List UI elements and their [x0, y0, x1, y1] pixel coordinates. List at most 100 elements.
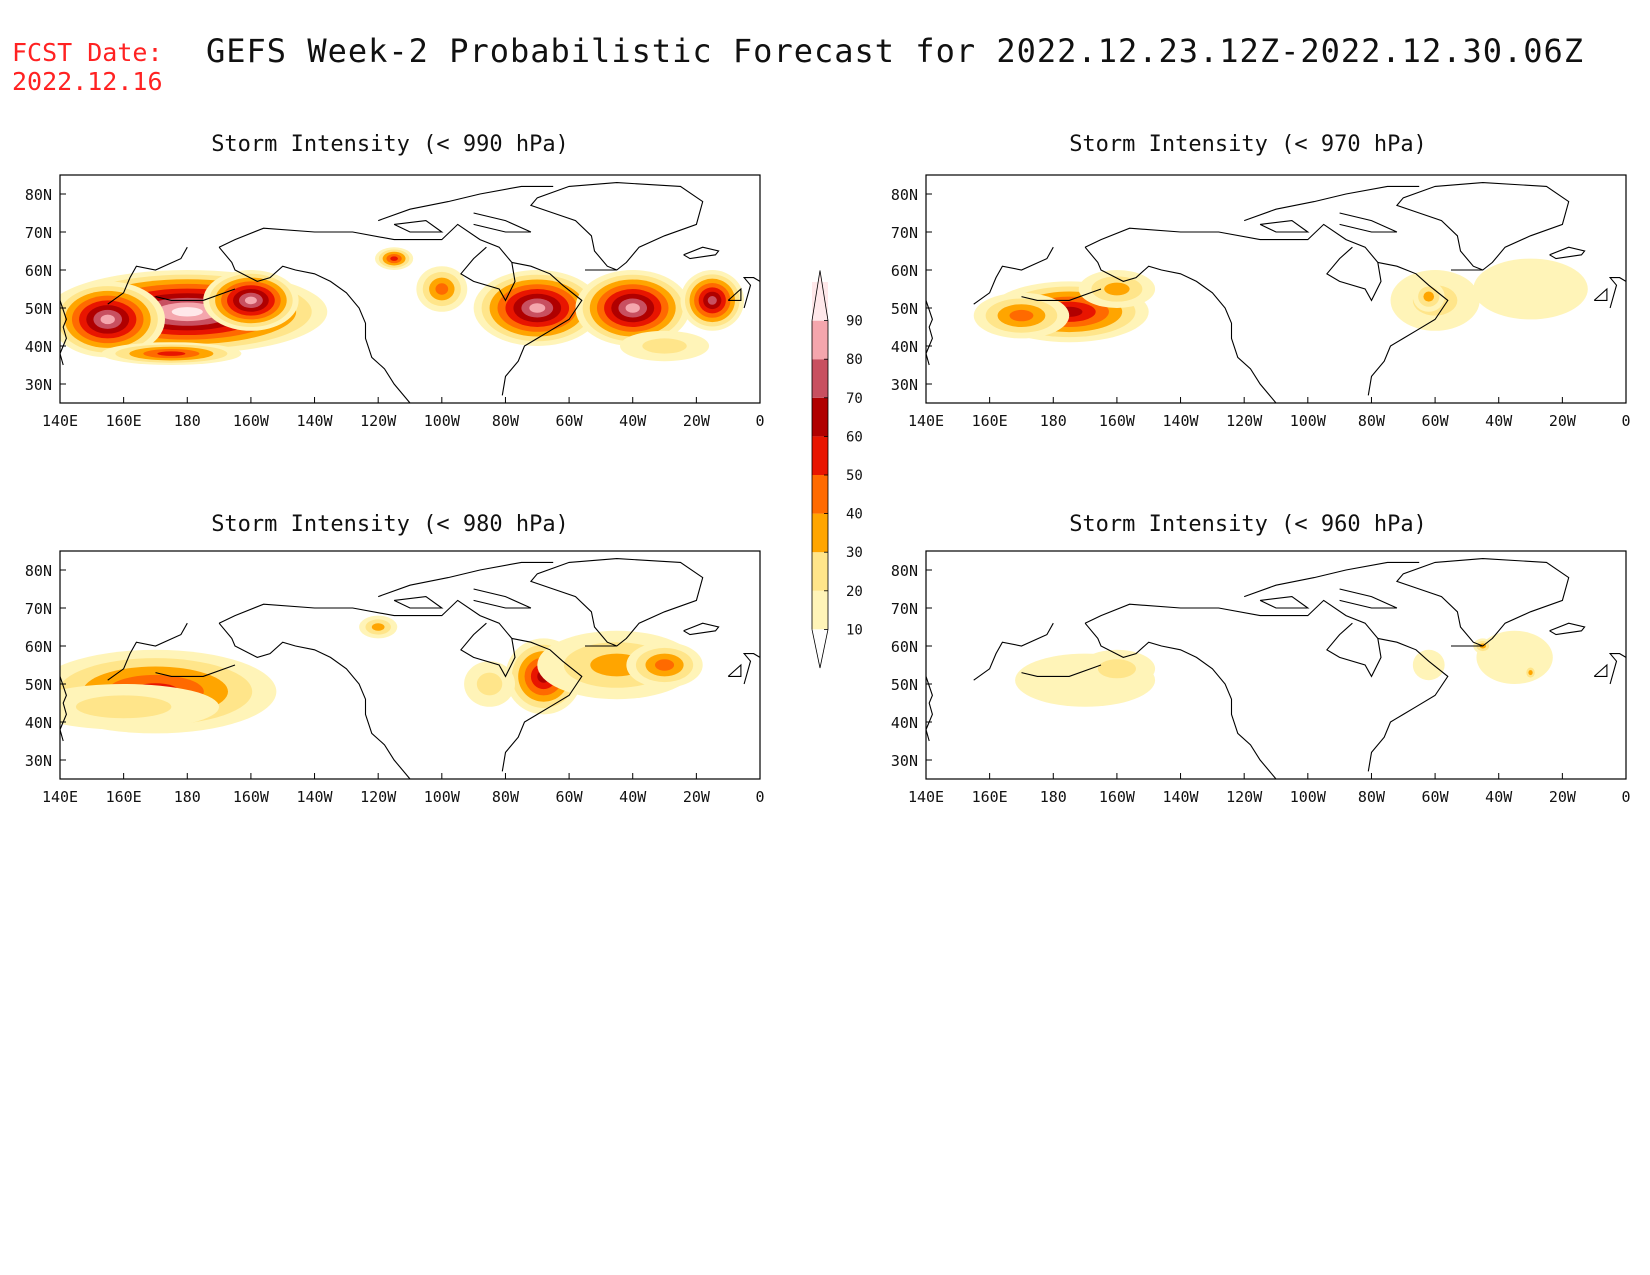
- lat-tick-label: 70N: [891, 600, 918, 618]
- lon-tick-label: 120W: [1226, 412, 1263, 430]
- lat-tick-label: 50N: [891, 676, 918, 694]
- coastline: [1395, 182, 1570, 271]
- coastline: [501, 637, 583, 772]
- coastline: [973, 246, 1054, 305]
- colorbar-swatch: [812, 359, 828, 398]
- lon-tick-label: 120W: [1226, 788, 1263, 806]
- colorbar-swatch: [812, 513, 828, 553]
- lon-tick-label: 40W: [619, 412, 647, 430]
- coastline: [107, 622, 188, 681]
- colorbar-high-arrow: [811, 270, 829, 321]
- panel-title: Storm Intensity (< 970 hPa): [1069, 132, 1427, 157]
- map-frame: [59, 174, 761, 404]
- colorbar-swatch: [812, 436, 828, 475]
- lon-tick-label: 140E: [42, 412, 78, 430]
- colorbar-low-arrow: [811, 629, 829, 669]
- coastline: [742, 653, 760, 685]
- lon-tick-label: 160W: [233, 412, 270, 430]
- lon-tick-label: 60W: [556, 412, 584, 430]
- coastline: [501, 261, 583, 396]
- coastlines: [926, 558, 1626, 779]
- lon-tick-label: 160W: [1099, 788, 1136, 806]
- panel-title: Storm Intensity (< 990 hPa): [211, 132, 569, 157]
- coastline: [529, 182, 704, 271]
- lon-tick-label: 20W: [1549, 412, 1577, 430]
- coastline: [218, 223, 516, 302]
- colorbar-label: 90: [846, 314, 863, 330]
- lat-tick-label: 80N: [25, 562, 52, 580]
- probability-contour: [1528, 670, 1533, 676]
- coastline: [1084, 223, 1382, 302]
- coastline: [1339, 588, 1398, 609]
- probability-contour: [244, 296, 257, 305]
- coastline: [1593, 287, 1608, 301]
- coastline: [393, 596, 444, 609]
- map-panel: 140E 160E 180 160W 140W 120W 100W 80W 60W 40W 20W 0…: [891, 174, 1631, 430]
- lat-tick-label: 30N: [891, 752, 918, 770]
- coastline: [393, 220, 444, 233]
- lon-tick-label: 80W: [492, 788, 520, 806]
- lat-tick-label: 40N: [891, 714, 918, 732]
- lon-tick-label: 120W: [360, 788, 397, 806]
- lon-tick-label: 20W: [683, 412, 711, 430]
- coastline: [473, 212, 532, 233]
- probability-field: [60, 247, 745, 365]
- lon-tick-label: 100W: [424, 412, 461, 430]
- colorbar-swatch: [812, 475, 828, 514]
- map-frame: [925, 174, 1627, 404]
- lon-tick-label: 60W: [1422, 412, 1450, 430]
- coastline: [1593, 663, 1608, 677]
- lat-tick-label: 40N: [891, 338, 918, 356]
- coastline: [1608, 277, 1626, 309]
- coastline: [1339, 212, 1398, 233]
- coastline: [1084, 622, 1277, 779]
- panel-title: Storm Intensity (< 960 hPa): [1069, 512, 1427, 537]
- colorbar-label: 20: [846, 584, 863, 600]
- coastline: [926, 676, 933, 742]
- coastline: [378, 561, 554, 598]
- lat-tick-label: 50N: [891, 300, 918, 318]
- lon-tick-label: 180: [174, 412, 201, 430]
- coastline: [926, 300, 933, 366]
- probability-field: [973, 258, 1588, 343]
- probability-contour: [642, 338, 687, 354]
- coastline: [107, 246, 188, 305]
- coastline: [155, 664, 236, 677]
- lat-tick-label: 60N: [25, 262, 52, 280]
- lon-tick-label: 140W: [1162, 788, 1199, 806]
- coastline: [727, 287, 742, 301]
- colorbar-label: 10: [846, 622, 863, 638]
- lon-tick-label: 100W: [1290, 788, 1327, 806]
- probability-field: [1015, 630, 1553, 707]
- coastline: [973, 622, 1054, 681]
- probability-contour: [171, 307, 203, 317]
- colorbar-label: 80: [846, 352, 863, 368]
- probability-contour: [157, 351, 186, 356]
- lon-tick-label: 160W: [233, 788, 270, 806]
- lat-tick-label: 30N: [891, 376, 918, 394]
- map-panel: 140E 160E 180 160W 140W 120W 100W 80W 60W 40W 20W 0…: [891, 550, 1631, 806]
- colorbar-swatch: [812, 590, 828, 630]
- map-frame: [925, 550, 1627, 780]
- forecast-date-label: FCST Date: 2022.12.16: [12, 38, 163, 96]
- lat-tick-label: 30N: [25, 376, 52, 394]
- colorbar-label: 60: [846, 429, 863, 445]
- coastline: [1549, 622, 1586, 636]
- coastlines: [60, 558, 760, 779]
- probability-contour: [655, 659, 675, 671]
- probability-contour: [1473, 258, 1588, 320]
- lon-tick-label: 40W: [619, 788, 647, 806]
- coastline: [155, 288, 236, 301]
- coastline: [683, 246, 720, 260]
- coastline: [1084, 599, 1382, 678]
- coastline: [218, 622, 411, 779]
- coastlines: [926, 182, 1626, 403]
- coastline: [727, 663, 742, 677]
- lat-tick-label: 70N: [25, 224, 52, 242]
- probability-contour: [1009, 309, 1034, 322]
- colorbar-swatch: [812, 552, 828, 591]
- lon-tick-label: 100W: [424, 788, 461, 806]
- lat-tick-label: 80N: [891, 562, 918, 580]
- lon-tick-label: 20W: [1549, 788, 1577, 806]
